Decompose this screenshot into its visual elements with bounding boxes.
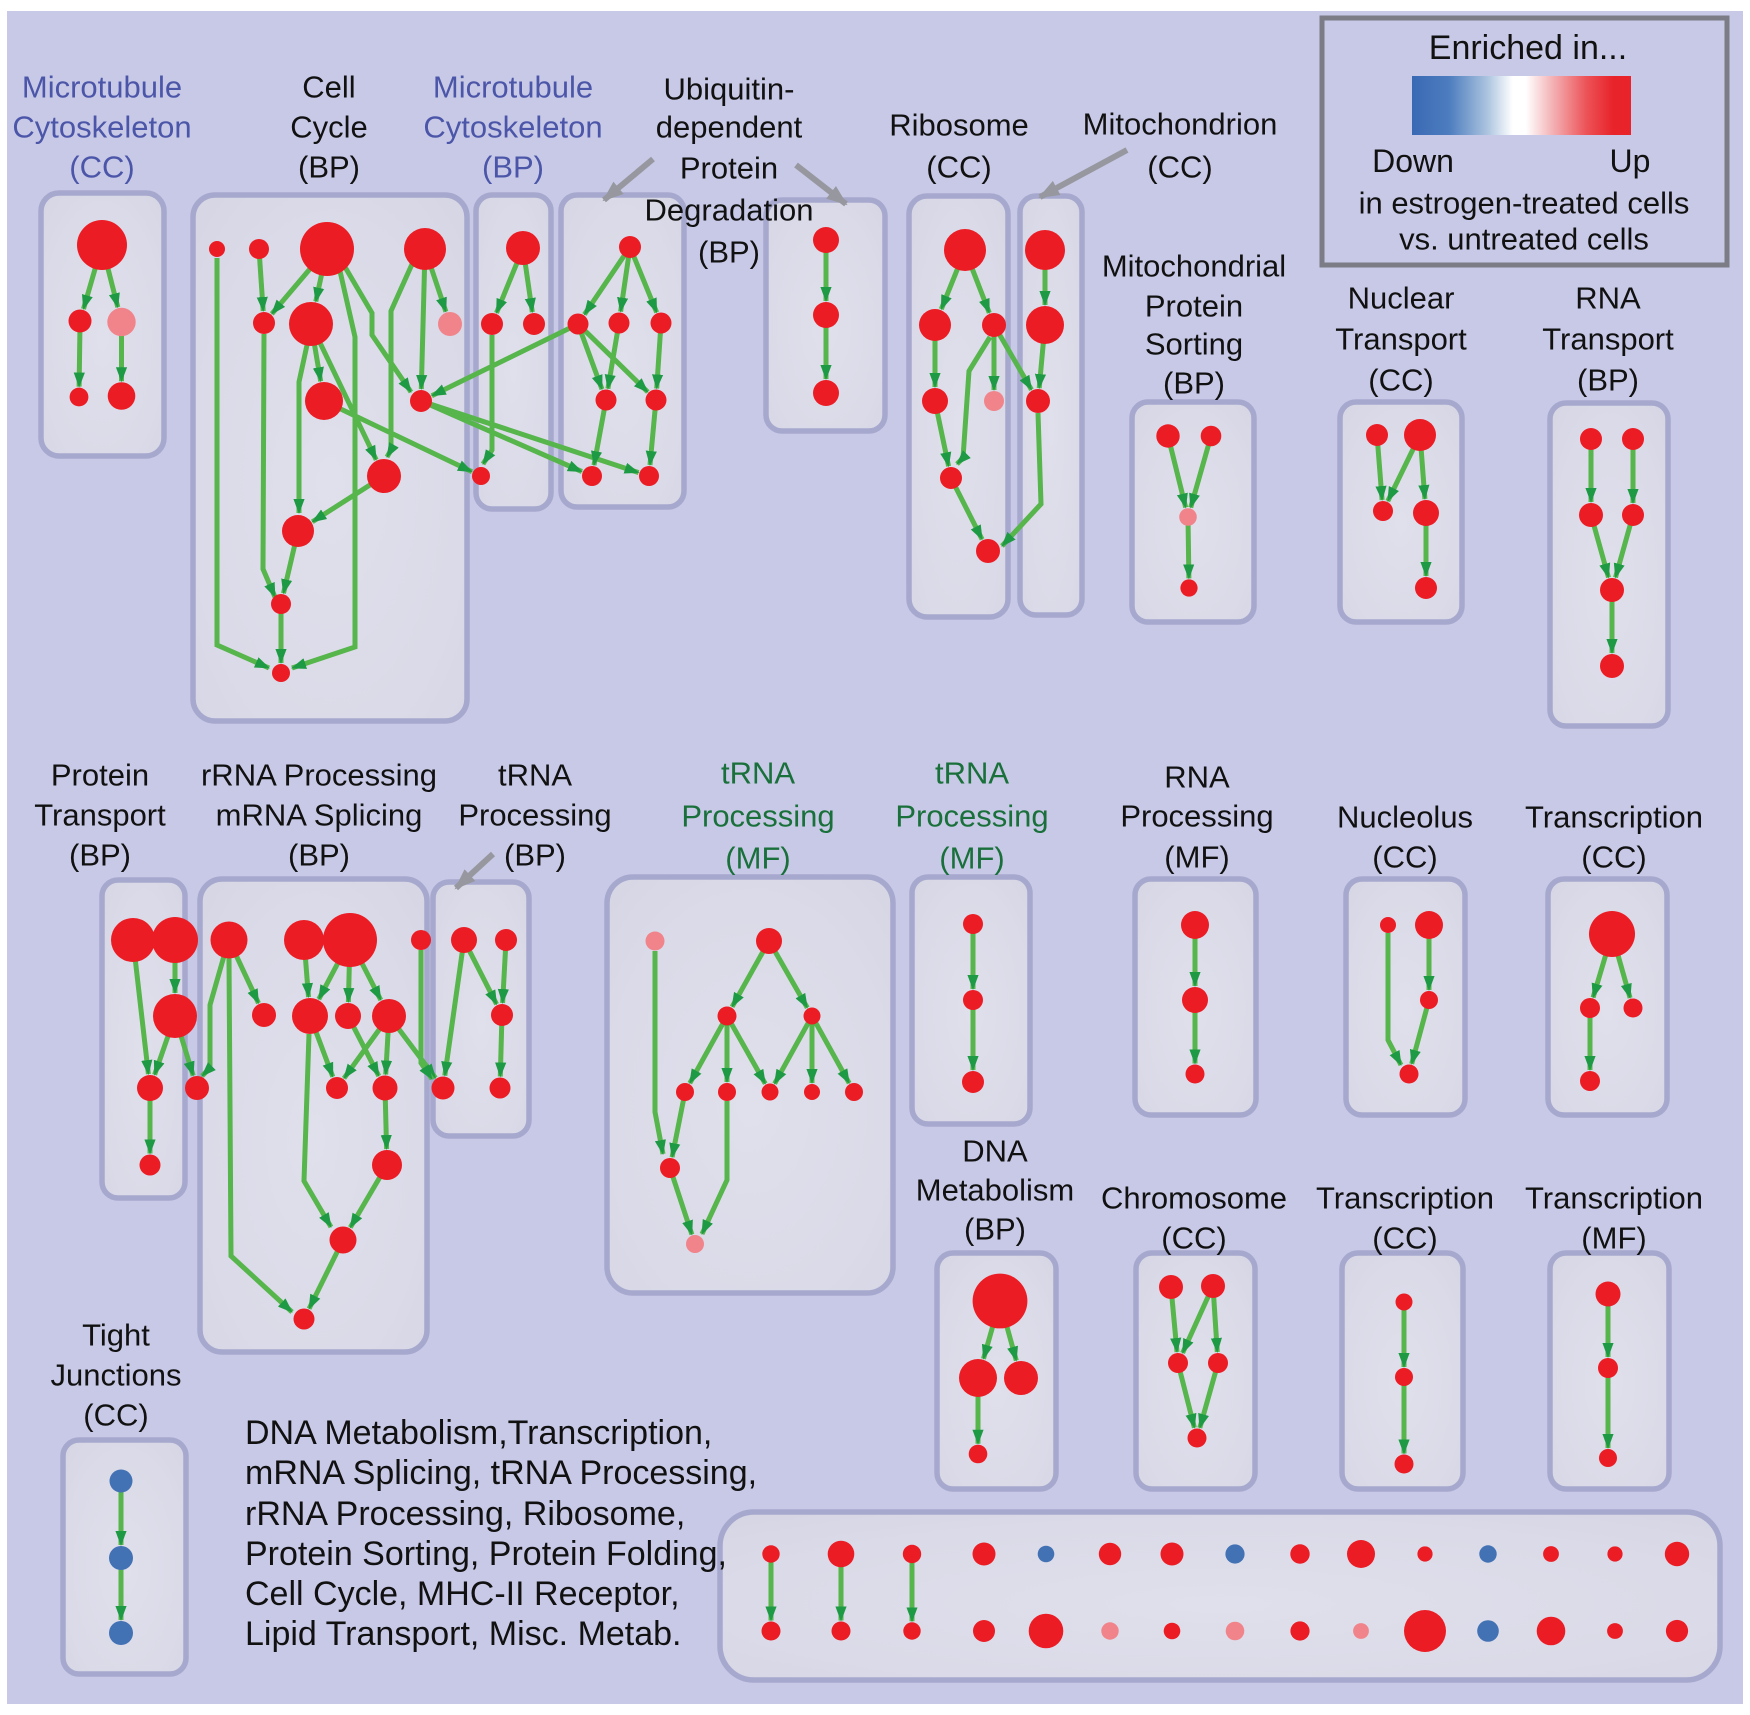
svg-text:Sorting: Sorting (1145, 327, 1243, 362)
svg-text:in estrogen-treated cells: in estrogen-treated cells (1359, 186, 1690, 221)
svg-text:Lipid Transport, Misc. Metab.: Lipid Transport, Misc. Metab. (245, 1615, 682, 1653)
svg-text:(BP): (BP) (1163, 366, 1225, 401)
svg-text:Mitochondrial: Mitochondrial (1102, 249, 1286, 284)
svg-text:Cytoskeleton: Cytoskeleton (12, 110, 191, 145)
svg-text:Up: Up (1610, 143, 1651, 179)
svg-text:(MF): (MF) (725, 841, 790, 876)
svg-text:Transport: Transport (34, 798, 166, 833)
svg-text:Cell Cycle, MHC-II Receptor,: Cell Cycle, MHC-II Receptor, (245, 1575, 680, 1613)
svg-text:(CC): (CC) (1161, 1221, 1226, 1256)
svg-text:(BP): (BP) (698, 235, 760, 270)
svg-text:(CC): (CC) (1581, 840, 1646, 875)
svg-text:rRNA Processing: rRNA Processing (201, 758, 437, 793)
svg-text:Tight: Tight (82, 1318, 150, 1353)
svg-text:Transport: Transport (1335, 322, 1467, 357)
svg-text:(CC): (CC) (1147, 150, 1212, 185)
svg-text:Metabolism: Metabolism (916, 1173, 1075, 1208)
svg-text:Ribosome: Ribosome (889, 108, 1029, 143)
svg-text:Protein: Protein (680, 151, 778, 186)
svg-text:Transport: Transport (1542, 322, 1674, 357)
svg-text:Protein: Protein (1145, 289, 1243, 324)
svg-text:Processing: Processing (458, 798, 611, 833)
svg-text:Cell: Cell (302, 70, 355, 105)
svg-text:rRNA Processing, Ribosome,: rRNA Processing, Ribosome, (245, 1495, 685, 1533)
svg-text:Mitochondrion: Mitochondrion (1083, 107, 1278, 142)
svg-text:Enriched in...: Enriched in... (1429, 29, 1627, 67)
svg-text:(MF): (MF) (1581, 1221, 1646, 1256)
svg-text:DNA Metabolism,Transcription,: DNA Metabolism,Transcription, (245, 1414, 712, 1452)
svg-text:Nucleolus: Nucleolus (1337, 800, 1473, 835)
svg-text:(BP): (BP) (482, 150, 544, 185)
svg-text:Junctions: Junctions (51, 1358, 182, 1393)
svg-text:(CC): (CC) (1372, 1221, 1437, 1256)
svg-text:Transcription: Transcription (1316, 1181, 1494, 1216)
svg-text:Cytoskeleton: Cytoskeleton (423, 110, 602, 145)
svg-text:(CC): (CC) (83, 1398, 148, 1433)
svg-text:Processing: Processing (1120, 799, 1273, 834)
svg-text:Microtubule: Microtubule (433, 70, 593, 105)
svg-text:(CC): (CC) (1372, 840, 1437, 875)
svg-text:(BP): (BP) (288, 838, 350, 873)
svg-text:DNA: DNA (962, 1134, 1028, 1169)
svg-text:(BP): (BP) (504, 838, 566, 873)
svg-text:Transcription: Transcription (1525, 1181, 1703, 1216)
svg-text:(CC): (CC) (69, 150, 134, 185)
svg-text:Down: Down (1372, 143, 1454, 179)
svg-text:(BP): (BP) (298, 150, 360, 185)
svg-text:RNA: RNA (1575, 281, 1641, 316)
svg-text:tRNA: tRNA (498, 758, 572, 793)
svg-text:Processing: Processing (681, 799, 834, 834)
svg-text:Degradation: Degradation (645, 193, 814, 228)
svg-text:Transcription: Transcription (1525, 800, 1703, 835)
svg-text:tRNA: tRNA (935, 756, 1009, 791)
svg-text:Microtubule: Microtubule (22, 70, 182, 105)
svg-text:Cycle: Cycle (290, 110, 368, 145)
svg-text:Chromosome: Chromosome (1101, 1181, 1287, 1216)
svg-text:(MF): (MF) (939, 841, 1004, 876)
svg-text:mRNA Splicing: mRNA Splicing (216, 798, 423, 833)
svg-text:Protein Sorting, Protein Foldi: Protein Sorting, Protein Folding, (245, 1535, 727, 1573)
svg-text:Ubiquitin-: Ubiquitin- (664, 72, 795, 107)
svg-text:(BP): (BP) (69, 838, 131, 873)
svg-text:Nuclear: Nuclear (1348, 281, 1455, 316)
svg-text:(BP): (BP) (964, 1212, 1026, 1247)
svg-text:(CC): (CC) (1368, 363, 1433, 398)
svg-text:Processing: Processing (895, 799, 1048, 834)
svg-text:(BP): (BP) (1577, 363, 1639, 398)
svg-text:vs. untreated cells: vs. untreated cells (1399, 222, 1649, 257)
svg-text:mRNA Splicing, tRNA Processing: mRNA Splicing, tRNA Processing, (245, 1454, 757, 1492)
svg-text:tRNA: tRNA (721, 756, 795, 791)
svg-text:RNA: RNA (1164, 760, 1230, 795)
svg-text:dependent: dependent (656, 110, 803, 145)
svg-text:Protein: Protein (51, 758, 149, 793)
svg-text:(CC): (CC) (926, 150, 991, 185)
svg-text:(MF): (MF) (1164, 840, 1229, 875)
